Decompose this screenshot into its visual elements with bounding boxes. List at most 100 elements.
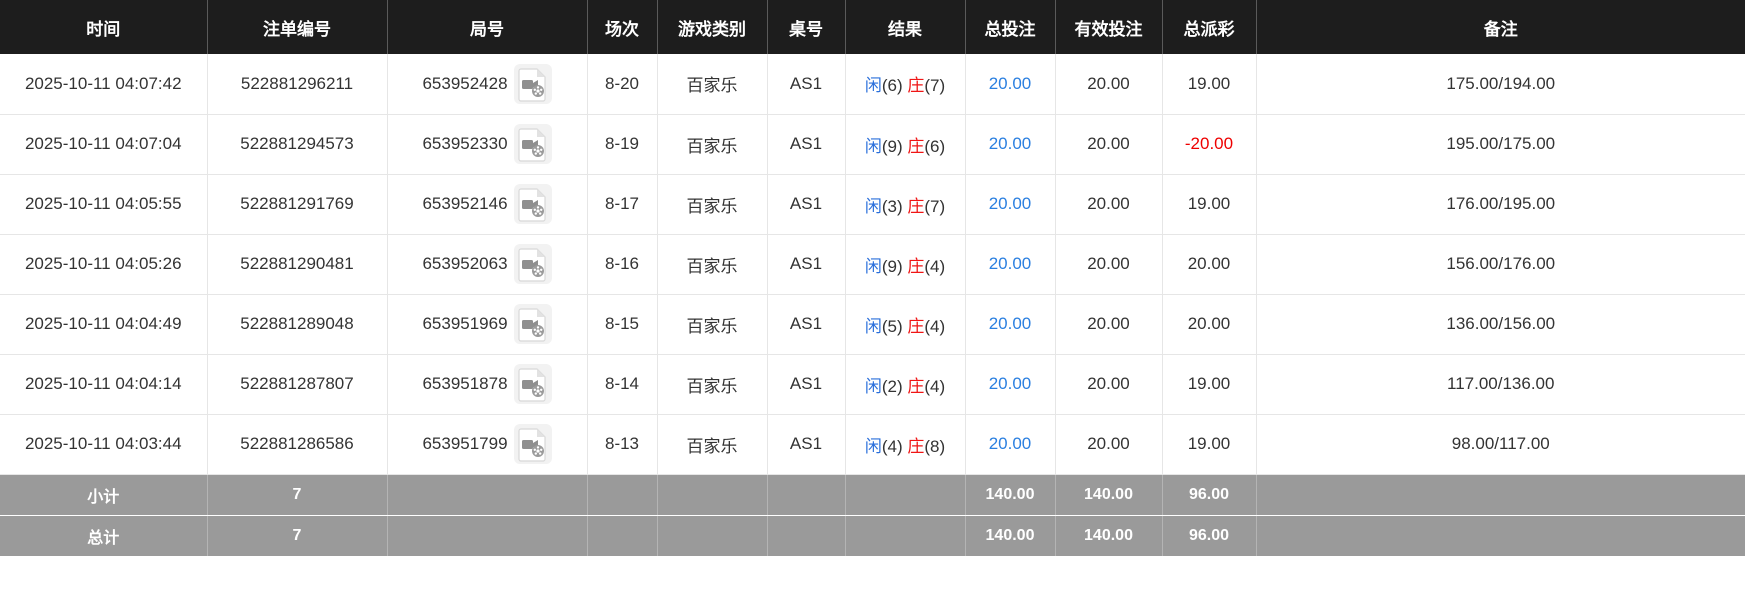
- result-banker-label: 庄: [907, 376, 925, 396]
- cell-remark: 98.00/117.00: [1256, 414, 1745, 475]
- column-header-remark[interactable]: 备注: [1256, 0, 1745, 54]
- cell-remark: 175.00/194.00: [1256, 54, 1745, 115]
- column-header-valid-bet[interactable]: 有效投注: [1055, 0, 1163, 54]
- cell-valid-bet: 20.00: [1055, 54, 1163, 115]
- table-header: 时间 注单编号 局号 场次 游戏类别 桌号 结果 总投注 有效投注 总派彩 备注: [0, 0, 1745, 54]
- cell-order-no: 522881291769: [207, 174, 388, 235]
- column-header-result[interactable]: 结果: [845, 0, 966, 54]
- video-file-icon[interactable]: [513, 364, 552, 404]
- cell-round-no: 653952146: [387, 174, 588, 235]
- cell-table-no: AS1: [767, 414, 846, 475]
- cell-valid-bet: 20.00: [1055, 174, 1163, 235]
- column-header-game-type[interactable]: 游戏类别: [657, 0, 768, 54]
- cell-order-no: 522881294573: [207, 114, 388, 175]
- video-file-icon[interactable]: [513, 184, 552, 224]
- cell-total-bet: 20.00: [965, 234, 1056, 295]
- video-file-icon[interactable]: [513, 424, 552, 464]
- summary-round-no: [387, 474, 588, 516]
- cell-game-type: 百家乐: [657, 114, 768, 175]
- cell-time: 2025-10-11 04:07:42: [0, 54, 208, 115]
- table-row: 2025-10-11 04:05:55 522881291769 653952146…: [0, 174, 1745, 235]
- cell-payout: 19.00: [1162, 54, 1257, 115]
- summary-result: [845, 474, 966, 516]
- cell-session: 8-16: [587, 234, 658, 295]
- cell-total-bet: 20.00: [965, 54, 1056, 115]
- cell-remark: 195.00/175.00: [1256, 114, 1745, 175]
- column-header-time[interactable]: 时间: [0, 0, 208, 54]
- result-player-value: (3): [881, 196, 903, 216]
- result-banker-value: (4): [924, 376, 946, 396]
- column-header-order-no[interactable]: 注单编号: [207, 0, 388, 54]
- cell-time: 2025-10-11 04:05:55: [0, 174, 208, 235]
- cell-result: 闲(5) 庄(4): [845, 294, 966, 355]
- cell-round-no: 653952063: [387, 234, 588, 295]
- video-file-icon[interactable]: [513, 304, 552, 344]
- summary-result: [845, 515, 966, 556]
- cell-payout: 19.00: [1162, 414, 1257, 475]
- round-no-text: 653951799: [422, 434, 508, 453]
- cell-time: 2025-10-11 04:03:44: [0, 414, 208, 475]
- cell-total-bet: 20.00: [965, 414, 1056, 475]
- cell-session: 8-13: [587, 414, 658, 475]
- table-row: 2025-10-11 04:04:14 522881287807 653951878…: [0, 354, 1745, 415]
- table-summary: 小计 7 140.00 140.00 96.00 总计 7 140.00 140.00 96.00: [0, 474, 1745, 556]
- result-banker-label: 庄: [907, 316, 925, 336]
- video-file-icon[interactable]: [513, 63, 552, 104]
- cell-time: 2025-10-11 04:07:04: [0, 114, 208, 175]
- result-player-label: 闲: [864, 136, 882, 156]
- table-row: 2025-10-11 04:05:26 522881290481 653952063…: [0, 234, 1745, 295]
- round-no-text: 653952063: [422, 254, 508, 273]
- table-row: 2025-10-11 04:04:49 522881289048 653951969…: [0, 294, 1745, 355]
- result-banker-label: 庄: [907, 256, 925, 276]
- result-player-value: (4): [881, 436, 903, 456]
- cell-result: 闲(4) 庄(8): [845, 414, 966, 475]
- cell-valid-bet: 20.00: [1055, 114, 1163, 175]
- result-banker-value: (4): [924, 316, 946, 336]
- summary-game-type: [657, 474, 768, 516]
- column-header-round-no[interactable]: 局号: [387, 0, 588, 54]
- result-banker-value: (4): [924, 256, 946, 276]
- result-banker-label: 庄: [907, 76, 925, 96]
- result-player-value: (9): [881, 256, 903, 276]
- cell-game-type: 百家乐: [657, 54, 768, 115]
- summary-remark: [1256, 515, 1745, 556]
- cell-remark: 136.00/156.00: [1256, 294, 1745, 355]
- cell-table-no: AS1: [767, 294, 846, 355]
- result-banker-value: (7): [924, 196, 946, 216]
- cell-session: 8-20: [587, 54, 658, 115]
- summary-row: 总计 7 140.00 140.00 96.00: [0, 515, 1745, 556]
- result-banker-label: 庄: [907, 196, 925, 216]
- cell-round-no: 653952428: [387, 54, 588, 115]
- video-file-icon[interactable]: [513, 124, 552, 164]
- summary-row: 小计 7 140.00 140.00 96.00: [0, 474, 1745, 516]
- result-player-label: 闲: [864, 76, 882, 96]
- cell-result: 闲(2) 庄(4): [845, 354, 966, 415]
- summary-label: 小计: [0, 474, 208, 516]
- cell-table-no: AS1: [767, 174, 846, 235]
- column-header-session[interactable]: 场次: [587, 0, 658, 54]
- cell-payout: 19.00: [1162, 174, 1257, 235]
- summary-label: 总计: [0, 515, 208, 556]
- video-file-icon[interactable]: [513, 244, 552, 284]
- cell-payout: 20.00: [1162, 294, 1257, 355]
- cell-session: 8-17: [587, 174, 658, 235]
- column-header-total-bet[interactable]: 总投注: [965, 0, 1056, 54]
- cell-table-no: AS1: [767, 234, 846, 295]
- cell-order-no: 522881287807: [207, 354, 388, 415]
- summary-total-bet: 140.00: [965, 515, 1056, 556]
- cell-game-type: 百家乐: [657, 354, 768, 415]
- result-banker-value: (6): [924, 136, 946, 156]
- cell-valid-bet: 20.00: [1055, 294, 1163, 355]
- cell-round-no: 653951799: [387, 414, 588, 475]
- cell-valid-bet: 20.00: [1055, 354, 1163, 415]
- cell-round-no: 653951969: [387, 294, 588, 355]
- column-header-payout[interactable]: 总派彩: [1162, 0, 1257, 54]
- cell-remark: 156.00/176.00: [1256, 234, 1745, 295]
- cell-total-bet: 20.00: [965, 174, 1056, 235]
- summary-count: 7: [207, 474, 388, 516]
- cell-result: 闲(9) 庄(6): [845, 114, 966, 175]
- table-row: 2025-10-11 04:03:44 522881286586 653951799…: [0, 414, 1745, 475]
- cell-remark: 117.00/136.00: [1256, 354, 1745, 415]
- column-header-table-no[interactable]: 桌号: [767, 0, 846, 54]
- cell-remark: 176.00/195.00: [1256, 174, 1745, 235]
